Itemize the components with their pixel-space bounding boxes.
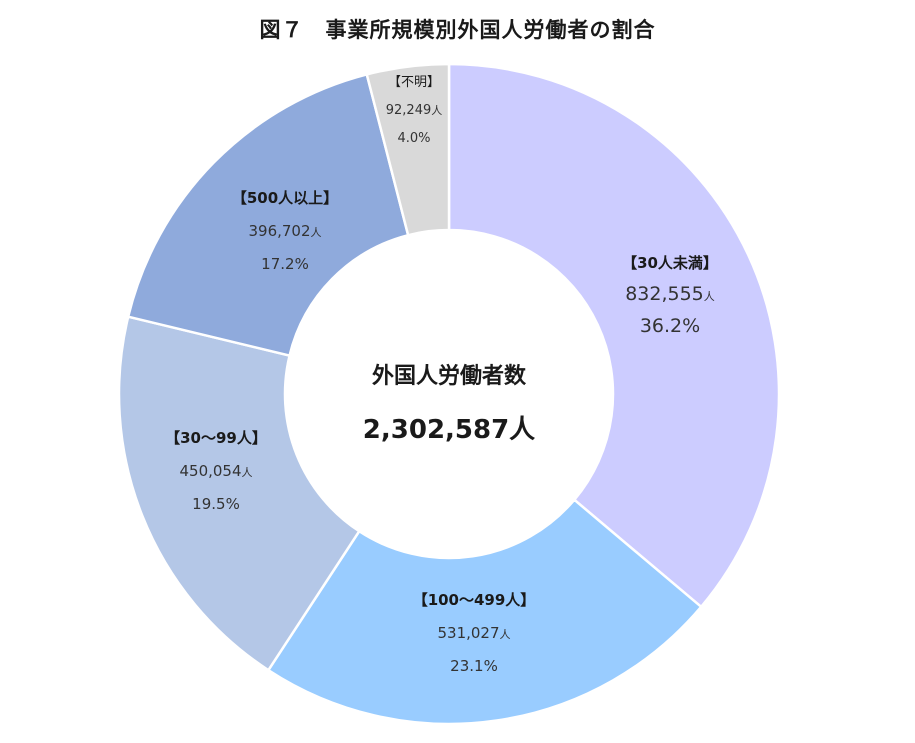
- slice-unit-2: 人: [242, 466, 253, 479]
- slice-0: [447, 62, 781, 609]
- slice-3: [126, 72, 410, 358]
- slice-name-4: 【不明】: [388, 75, 440, 90]
- slice-value-2: 450,054人: [179, 462, 252, 480]
- slice-name-3: 【500人以上】: [232, 189, 338, 207]
- slice-percent-3: 17.2%: [261, 255, 309, 273]
- center-total: 2,302,587人: [363, 415, 535, 445]
- slice-name-2: 【30～99人】: [165, 429, 267, 447]
- slice-unit-1: 人: [500, 628, 511, 641]
- donut-slices: [117, 62, 781, 726]
- slice-label-4: 【不明】 92,249人 4.0%: [386, 75, 443, 146]
- chart-title: 図７ 事業所規模別外国人労働者の割合: [259, 18, 656, 42]
- center-label: 外国人労働者数: [372, 363, 527, 389]
- slice-value-4: 92,249人: [386, 103, 443, 118]
- slice-2: [117, 315, 361, 672]
- slice-name-1: 【100～499人】: [413, 591, 536, 609]
- slice-value-1: 531,027人: [437, 624, 510, 642]
- slice-value-3: 396,702人: [248, 222, 321, 240]
- slice-labels: 【30人未満】 832,555人 36.2% 【100～499人】 531,027人 23…: [165, 75, 718, 675]
- slice-unit-4: 人: [431, 104, 442, 117]
- slice-label-1: 【100～499人】 531,027人 23.1%: [413, 591, 536, 675]
- slice-percent-0: 36.2%: [640, 315, 700, 337]
- slice-label-0: 【30人未満】 832,555人 36.2%: [622, 254, 718, 337]
- slice-percent-2: 19.5%: [192, 495, 240, 513]
- slice-percent-1: 23.1%: [450, 657, 498, 675]
- slice-label-3: 【500人以上】 396,702人 17.2%: [232, 189, 338, 273]
- slice-value-0: 832,555人: [625, 283, 715, 305]
- slice-unit-0: 人: [704, 290, 715, 303]
- slice-4: [365, 62, 451, 237]
- slice-percent-4: 4.0%: [397, 131, 430, 146]
- slice-1: [266, 498, 703, 726]
- slice-label-2: 【30～99人】 450,054人 19.5%: [165, 429, 267, 513]
- slice-name-0: 【30人未満】: [622, 254, 718, 272]
- slice-unit-3: 人: [311, 226, 322, 239]
